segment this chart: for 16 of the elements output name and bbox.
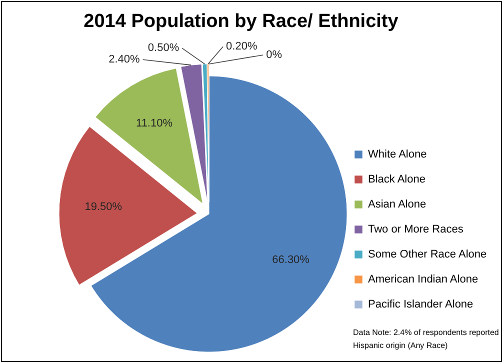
legend-label: Asian Alone [368, 198, 426, 210]
chart-title: 2014 Population by Race/ Ethnicity [84, 11, 399, 32]
data-label: 2.40% [108, 54, 140, 66]
legend-label: White Alone [368, 148, 427, 160]
legend-label: Black Alone [368, 174, 426, 186]
data-label: 0.50% [148, 42, 180, 54]
data-label: 19.50% [84, 201, 122, 214]
legend-label: American Indian Alone [368, 274, 478, 286]
data-label: 11.10% [136, 117, 173, 130]
data-label: 0.20% [226, 40, 258, 53]
legend-label: Some Other Race Alone [368, 248, 487, 260]
text: 0% [266, 48, 282, 61]
legend-label: Pacific Islander Alone [368, 298, 474, 310]
data-label: 66.30% [272, 254, 310, 266]
legend-label: Two or More Races [368, 224, 464, 236]
text: Data Note: 2.4% of respondents reported Hispanic origin (Any Race) [353, 328, 499, 350]
